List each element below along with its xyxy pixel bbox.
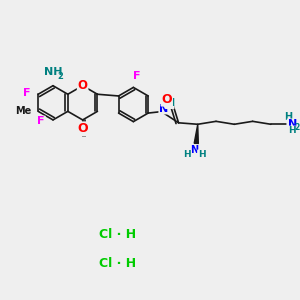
Text: O: O (77, 122, 88, 135)
Text: H: H (198, 150, 206, 159)
Text: H: H (166, 98, 174, 108)
Text: Cl · H: Cl · H (99, 257, 136, 270)
Polygon shape (194, 124, 198, 144)
Text: F: F (22, 88, 30, 98)
Text: N: N (159, 103, 168, 114)
Text: O: O (161, 93, 172, 106)
Text: Me: Me (15, 106, 32, 116)
Text: NH: NH (44, 68, 62, 77)
Text: N: N (190, 145, 198, 155)
Text: O: O (78, 79, 88, 92)
Text: H: H (288, 126, 296, 135)
Text: F: F (133, 70, 140, 81)
Text: H: H (284, 112, 292, 122)
Text: N: N (287, 119, 297, 129)
Text: Cl · H: Cl · H (99, 228, 136, 241)
Text: 2: 2 (294, 123, 299, 132)
Text: 2: 2 (57, 72, 63, 81)
Text: F: F (38, 116, 45, 126)
Text: H: H (184, 150, 191, 159)
